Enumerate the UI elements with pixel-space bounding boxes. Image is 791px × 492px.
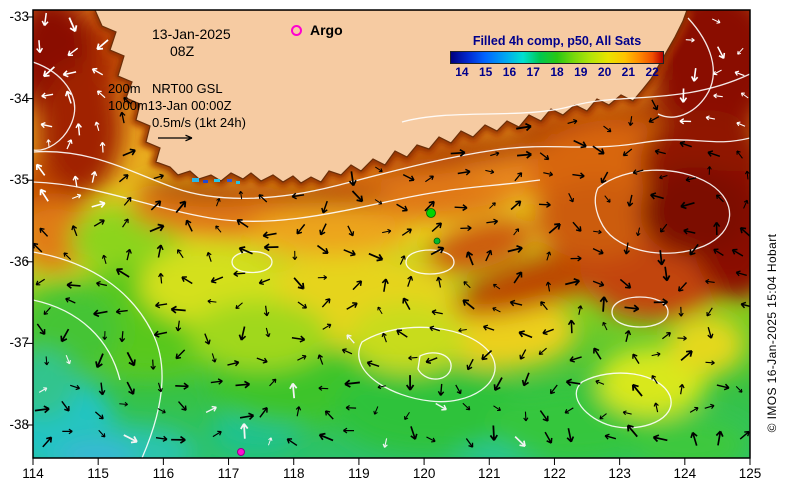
x-tick-label: 116: [152, 466, 175, 481]
x-tick-label: 119: [348, 466, 370, 481]
info-row-1: 200m NRT00 GSL: [108, 80, 246, 97]
colorbar: [450, 51, 664, 64]
y-tick-label: -34: [9, 90, 29, 106]
colorbar-tick: 14: [455, 65, 469, 79]
y-tick-label: -36: [9, 253, 29, 269]
x-tick-label: 121: [478, 466, 501, 481]
colorbar-tick-labels: 14 15 16 17 18 19 20 21 22: [450, 65, 664, 79]
map-date: 13-Jan-2025: [152, 26, 231, 42]
info-row-2: 1000m13-Jan 00:00Z: [108, 97, 246, 114]
legend-title: Filled 4h comp, p50, All Sats: [472, 34, 642, 48]
x-tick-label: 114: [22, 466, 44, 481]
colorbar-tick: 20: [597, 65, 612, 79]
velocity-scale-arrow: [158, 134, 193, 142]
colorbar-tick: 18: [550, 65, 564, 79]
timestamp-label: 13-Jan 00:00Z: [147, 98, 232, 113]
argo-legend: Argo: [291, 22, 343, 38]
scale-label: 0.5m/s (1kt 24h): [152, 115, 246, 130]
colorbar-tick: 17: [526, 65, 540, 79]
contour-lines: [33, 17, 750, 458]
x-tick-label: 115: [87, 466, 109, 481]
axis-tick-marks: [26, 16, 751, 465]
drifter-dots: [426, 208, 441, 245]
plot-frame: [32, 9, 751, 459]
y-tick-label: -37: [9, 335, 29, 351]
argo-float-position-dot: [237, 448, 245, 456]
y-tick-label: -33: [9, 9, 29, 24]
model-label: NRT00 GSL: [152, 81, 223, 96]
coastal-upwelling-specks: [192, 178, 240, 184]
x-tick-label: 122: [543, 466, 566, 481]
x-tick-label: 120: [412, 466, 436, 481]
depth-bottom-label: 1000m: [108, 98, 148, 113]
colorbar-tick: 15: [478, 65, 493, 79]
colorbar-tick: 16: [502, 65, 517, 79]
colorbar-tick: 22: [645, 65, 659, 79]
argo-label: Argo: [310, 22, 343, 38]
copyright-label: © IMOS 16-Jan-2025 15:04 Hobart: [765, 233, 779, 433]
y-tick-label: -35: [9, 172, 29, 188]
x-tick-label: 123: [608, 466, 631, 481]
map-time: 08Z: [170, 43, 195, 59]
x-tick-label: 117: [217, 466, 240, 481]
sst-legend: Filled 4h comp, p50, All Sats 14 15 16 17 18…: [450, 34, 664, 79]
date-time-annotation: 13-Jan-2025 08Z: [152, 26, 231, 60]
colorbar-tick: 21: [621, 65, 636, 79]
model-info-block: 200m NRT00 GSL 1000m13-Jan 00:00Z 0.5m/s …: [108, 80, 246, 131]
x-tick-label: 125: [738, 466, 762, 481]
x-tick-label: 124: [673, 466, 697, 481]
depth-top-label: 200m: [108, 81, 141, 96]
colorbar-tick: 19: [574, 65, 588, 79]
argo-marker-icon: [291, 24, 302, 36]
x-tick-label: 118: [282, 466, 305, 481]
y-tick-label: -38: [9, 417, 29, 432]
current-vector-arrows: [33, 12, 750, 448]
